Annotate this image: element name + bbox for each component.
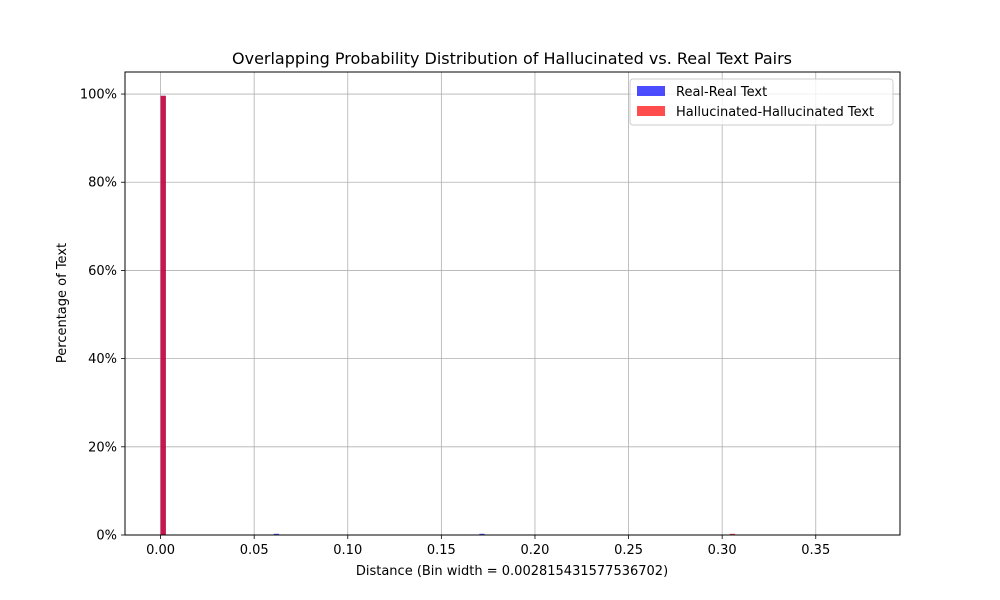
y-tick-label: 20% bbox=[88, 440, 117, 455]
y-axis-ticks: 0% 20% 40% 60% 80% 100% bbox=[80, 88, 125, 544]
legend-label-real-real: Real-Real Text bbox=[676, 85, 767, 100]
histogram-bar-series-0 bbox=[479, 533, 485, 535]
x-tick-label: 0.15 bbox=[427, 543, 456, 558]
chart-title: Overlapping Probability Distribution of … bbox=[232, 49, 792, 68]
x-tick-label: 0.25 bbox=[614, 543, 643, 558]
histogram-bar-series-0 bbox=[273, 533, 280, 535]
grid-lines bbox=[125, 72, 900, 536]
y-axis-label: Percentage of Text bbox=[55, 243, 70, 363]
y-tick-label: 60% bbox=[88, 264, 117, 279]
histogram-bars bbox=[160, 95, 736, 535]
x-tick-label: 0.00 bbox=[146, 543, 175, 558]
y-tick-label: 100% bbox=[80, 88, 117, 103]
legend: Real-Real Text Hallucinated-Hallucinated… bbox=[629, 78, 894, 126]
x-tick-label: 0.05 bbox=[240, 543, 269, 558]
legend-swatch-real-real bbox=[637, 86, 665, 96]
x-tick-label: 0.35 bbox=[801, 543, 830, 558]
x-tick-label: 0.20 bbox=[520, 543, 549, 558]
legend-label-hallucinated: Hallucinated-Hallucinated Text bbox=[676, 105, 874, 120]
x-tick-label: 0.10 bbox=[333, 543, 362, 558]
histogram-bar-series-1 bbox=[729, 533, 736, 535]
x-axis-ticks: 0.00 0.05 0.10 0.15 0.20 0.25 0.30 0.35 bbox=[146, 535, 830, 558]
x-axis-label: Distance (Bin width = 0.0028154315775367… bbox=[356, 564, 668, 579]
y-tick-label: 40% bbox=[88, 352, 117, 367]
legend-swatch-hallucinated bbox=[637, 106, 665, 116]
plot-frame bbox=[124, 71, 901, 536]
x-tick-label: 0.30 bbox=[708, 543, 737, 558]
legend-frame bbox=[629, 78, 894, 126]
y-tick-label: 80% bbox=[88, 176, 117, 191]
y-tick-label: 0% bbox=[96, 529, 117, 544]
histogram-bar-series-1 bbox=[160, 95, 166, 535]
